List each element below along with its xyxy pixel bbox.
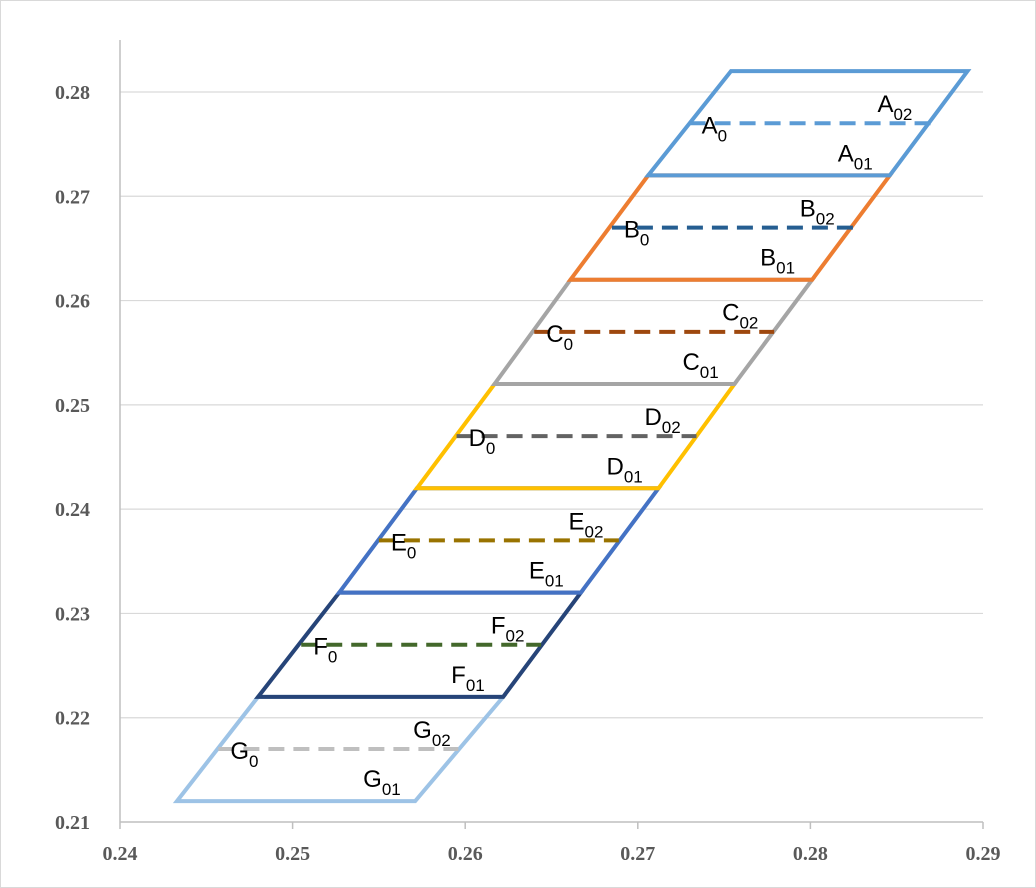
cell-a	[644, 69, 972, 178]
axes: 0.21 0.22 0.23 0.24 0.25 0.26 0.27 0.28 0.24 0.25…	[55, 40, 1001, 865]
y-tick-label: 0.24	[55, 499, 90, 521]
cells	[172, 69, 972, 804]
cell-b	[566, 173, 894, 282]
label-g01: G01	[363, 766, 401, 799]
y-tick-label: 0.22	[55, 708, 90, 730]
label-b01: B01	[760, 245, 795, 278]
cell-a-outline	[644, 69, 972, 178]
cell-g	[172, 694, 508, 804]
label-c01: C01	[682, 349, 718, 382]
label-d01: D01	[607, 453, 643, 486]
cell-f	[253, 590, 585, 699]
label-b02: B02	[800, 195, 835, 228]
label-f01: F01	[451, 662, 485, 695]
y-tick-label: 0.26	[55, 291, 90, 313]
label-g02: G02	[413, 717, 451, 750]
x-tick-label: 0.26	[448, 843, 483, 865]
x-tick-label: 0.27	[620, 843, 655, 865]
label-d02: D02	[644, 404, 680, 437]
y-tick-label: 0.23	[55, 603, 90, 625]
y-tick-label: 0.28	[55, 82, 90, 104]
label-d0: D0	[469, 425, 496, 458]
label-f02: F02	[491, 613, 525, 646]
gridlines	[120, 91, 983, 719]
label-a02: A02	[877, 91, 912, 124]
label-a01: A01	[838, 140, 873, 173]
y-tick-label: 0.21	[55, 812, 90, 834]
label-c0: C0	[546, 321, 573, 354]
label-f0: F0	[313, 634, 337, 667]
cell-c	[490, 277, 817, 386]
y-tick-label: 0.27	[55, 186, 90, 208]
label-e02: E02	[569, 508, 604, 541]
label-a0: A0	[702, 112, 727, 145]
x-tick-label: 0.28	[793, 843, 828, 865]
x-tick-label: 0.29	[966, 843, 1001, 865]
label-b0: B0	[624, 217, 649, 250]
label-c02: C02	[722, 300, 758, 333]
label-e01: E01	[529, 558, 564, 591]
x-tick-label: 0.25	[275, 843, 310, 865]
cell-d	[412, 382, 739, 491]
y-tick-label: 0.25	[55, 395, 90, 417]
label-e0: E0	[391, 529, 416, 562]
cell-e	[335, 486, 663, 595]
x-tick-label: 0.24	[103, 843, 138, 865]
label-g0: G0	[230, 738, 258, 771]
